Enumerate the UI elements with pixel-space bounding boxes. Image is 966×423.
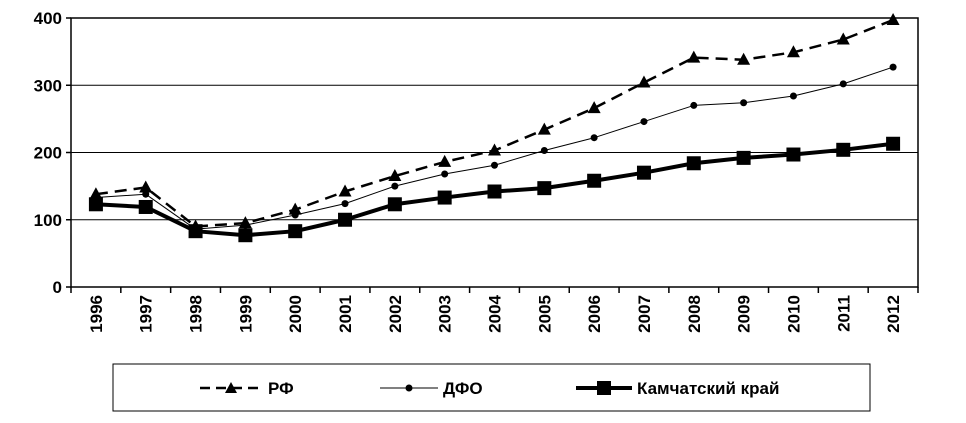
data-point bbox=[736, 150, 751, 165]
data-point bbox=[139, 180, 153, 193]
x-tick-label: 2005 bbox=[535, 295, 554, 333]
x-tick-label: 2008 bbox=[685, 295, 704, 333]
data-point bbox=[740, 99, 748, 107]
data-point bbox=[590, 134, 598, 142]
data-point bbox=[737, 52, 751, 65]
data-point bbox=[142, 190, 150, 198]
y-tick-label: 300 bbox=[34, 76, 62, 95]
data-point bbox=[491, 161, 498, 169]
data-point bbox=[540, 146, 548, 154]
data-point bbox=[89, 187, 103, 200]
series-0 bbox=[89, 13, 900, 232]
data-point bbox=[637, 75, 651, 88]
series-2 bbox=[88, 136, 901, 243]
legend-label-kamchatka: Камчатский край bbox=[637, 379, 779, 398]
data-point bbox=[288, 202, 302, 215]
data-point bbox=[288, 224, 303, 239]
data-point bbox=[238, 228, 253, 243]
data-point bbox=[786, 147, 801, 162]
x-tick-label: 2011 bbox=[834, 295, 853, 332]
y-tick-label: 200 bbox=[34, 144, 62, 163]
data-point bbox=[690, 101, 698, 109]
y-tick-label: 0 bbox=[53, 278, 62, 297]
data-point bbox=[338, 212, 353, 227]
data-point bbox=[839, 80, 847, 88]
data-point bbox=[889, 63, 897, 71]
x-tick-label: 1998 bbox=[187, 295, 206, 333]
data-point bbox=[438, 154, 452, 167]
data-point bbox=[88, 197, 103, 212]
data-point bbox=[291, 211, 299, 219]
data-point bbox=[636, 165, 651, 180]
series-1 bbox=[92, 63, 897, 233]
data-point bbox=[789, 92, 797, 100]
data-point bbox=[537, 181, 552, 196]
data-point bbox=[437, 190, 452, 205]
data-point bbox=[487, 184, 502, 199]
legend-marker-kamchatka bbox=[597, 381, 611, 395]
legend: РФ ДФО Камчатский край bbox=[112, 363, 871, 412]
data-point bbox=[341, 200, 349, 208]
data-point bbox=[338, 184, 352, 197]
legend-label-dfo: ДФО bbox=[443, 379, 483, 398]
x-tick-label: 2000 bbox=[286, 295, 305, 333]
data-point bbox=[241, 221, 249, 229]
x-tick-label: 2002 bbox=[386, 295, 405, 333]
data-point bbox=[391, 182, 399, 190]
data-point bbox=[587, 173, 602, 188]
data-point bbox=[388, 169, 402, 182]
x-tick-label: 1997 bbox=[137, 295, 156, 333]
x-tick-label: 2009 bbox=[735, 295, 754, 333]
data-point bbox=[687, 50, 701, 63]
data-point bbox=[441, 170, 449, 178]
data-point bbox=[886, 136, 901, 151]
data-point bbox=[786, 45, 800, 58]
data-point bbox=[640, 118, 648, 126]
x-tick-label: 2010 bbox=[784, 295, 803, 333]
data-point bbox=[138, 199, 153, 214]
legend-marker-rf bbox=[225, 382, 237, 393]
legend-label-rf: РФ bbox=[268, 379, 294, 398]
series-layer bbox=[88, 13, 901, 243]
legend-item-kamchatka: Камчатский край bbox=[576, 379, 779, 398]
data-point bbox=[886, 13, 900, 26]
x-tick-label: 2003 bbox=[436, 295, 455, 333]
x-tick-label: 1996 bbox=[87, 295, 106, 333]
y-tick-label: 400 bbox=[34, 9, 62, 28]
x-tick-label: 2007 bbox=[635, 295, 654, 333]
y-tick-label: 100 bbox=[34, 211, 62, 230]
data-point bbox=[836, 142, 851, 157]
legend-item-rf: РФ bbox=[200, 379, 294, 398]
data-point bbox=[537, 122, 551, 135]
data-point bbox=[686, 156, 701, 171]
data-point bbox=[488, 143, 501, 156]
x-tick-label: 2012 bbox=[884, 295, 903, 333]
legend-item-dfo: ДФО bbox=[380, 379, 483, 398]
x-tick-label: 2004 bbox=[486, 294, 505, 332]
data-point bbox=[587, 101, 601, 114]
data-point bbox=[836, 32, 850, 45]
y-axis: 0 100 200 300 400 bbox=[34, 9, 71, 297]
x-axis: 1996 1997 1998 1999 2000 2001 2002 2003 2004 2005… bbox=[70, 287, 919, 333]
x-tick-label: 1999 bbox=[236, 295, 255, 333]
x-tick-label: 2001 bbox=[336, 295, 355, 333]
x-tick-label: 2006 bbox=[585, 295, 604, 333]
data-point bbox=[188, 224, 203, 239]
legend-marker-dfo bbox=[405, 384, 413, 392]
data-point bbox=[387, 197, 402, 212]
